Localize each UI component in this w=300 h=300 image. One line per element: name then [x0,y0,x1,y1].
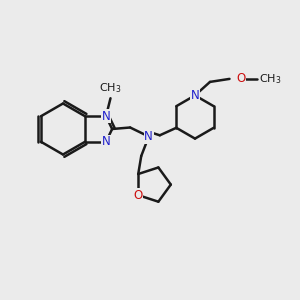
Text: N: N [190,89,200,102]
Text: CH$_3$: CH$_3$ [259,72,281,86]
Text: N: N [144,130,153,143]
Text: O: O [236,72,245,86]
Text: N: N [102,135,110,148]
Text: O: O [134,189,143,202]
Text: CH$_3$: CH$_3$ [99,81,122,95]
Text: N: N [102,110,110,123]
